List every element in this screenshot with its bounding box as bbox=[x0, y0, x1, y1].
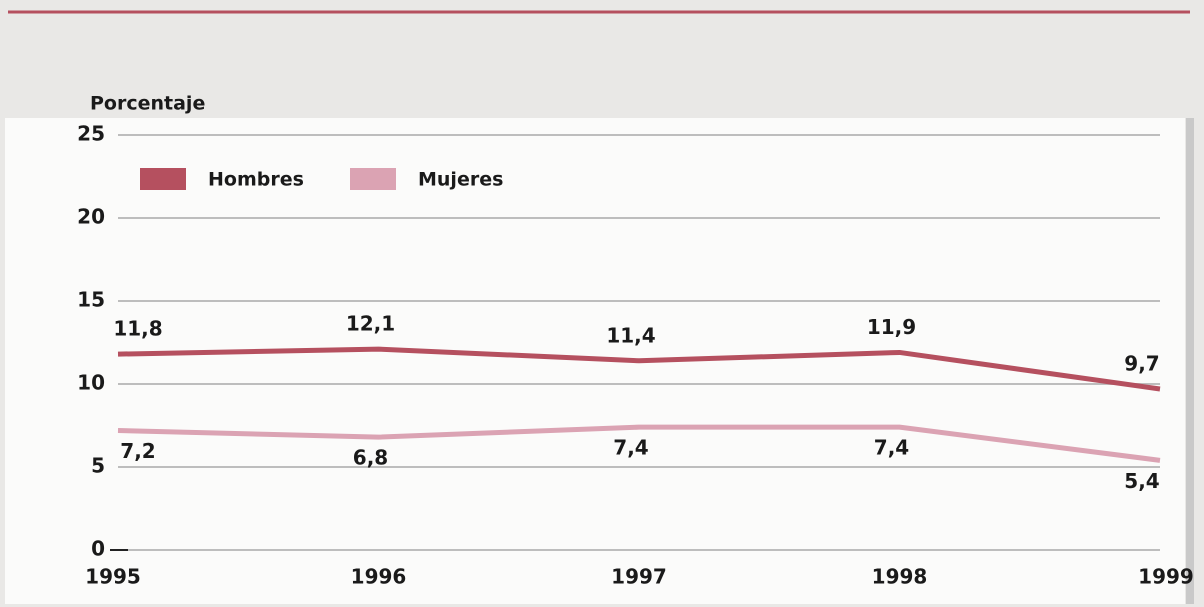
data-label: 7,2 bbox=[120, 439, 155, 463]
line-series bbox=[117, 346, 1161, 392]
x-tick-label: 1996 bbox=[351, 565, 407, 589]
x-tick-label: 1995 bbox=[85, 565, 141, 589]
x-tick-label: 1999 bbox=[1138, 565, 1194, 589]
data-label: 9,7 bbox=[1124, 351, 1159, 375]
y-tick-label: 15 bbox=[77, 288, 105, 312]
data-label: 7,4 bbox=[613, 436, 648, 460]
legend-label: Mujeres bbox=[418, 169, 503, 191]
data-label: 6,8 bbox=[353, 446, 388, 470]
data-label: 11,8 bbox=[113, 317, 162, 341]
legend-swatch bbox=[350, 168, 396, 190]
y-tick-label: 5 bbox=[91, 454, 105, 478]
data-label: 12,1 bbox=[346, 312, 395, 336]
y-tick-label: 10 bbox=[77, 371, 105, 395]
y-tick-label: 0 bbox=[91, 537, 105, 561]
x-tick-label: 1998 bbox=[872, 565, 928, 589]
x-tick-label: 1997 bbox=[611, 565, 667, 589]
legend-label: Hombres bbox=[208, 169, 304, 191]
edge-shadow bbox=[1186, 118, 1194, 604]
legend-swatch bbox=[140, 168, 186, 190]
data-label: 7,4 bbox=[874, 436, 909, 460]
y-tick-label: 20 bbox=[77, 205, 105, 229]
y-tick-label: 25 bbox=[77, 122, 105, 146]
data-label: 11,4 bbox=[606, 323, 655, 347]
y-axis-label: Porcentaje bbox=[90, 93, 205, 115]
line-series bbox=[117, 424, 1161, 463]
data-label: 11,9 bbox=[867, 315, 916, 339]
data-label: 5,4 bbox=[1124, 469, 1159, 493]
